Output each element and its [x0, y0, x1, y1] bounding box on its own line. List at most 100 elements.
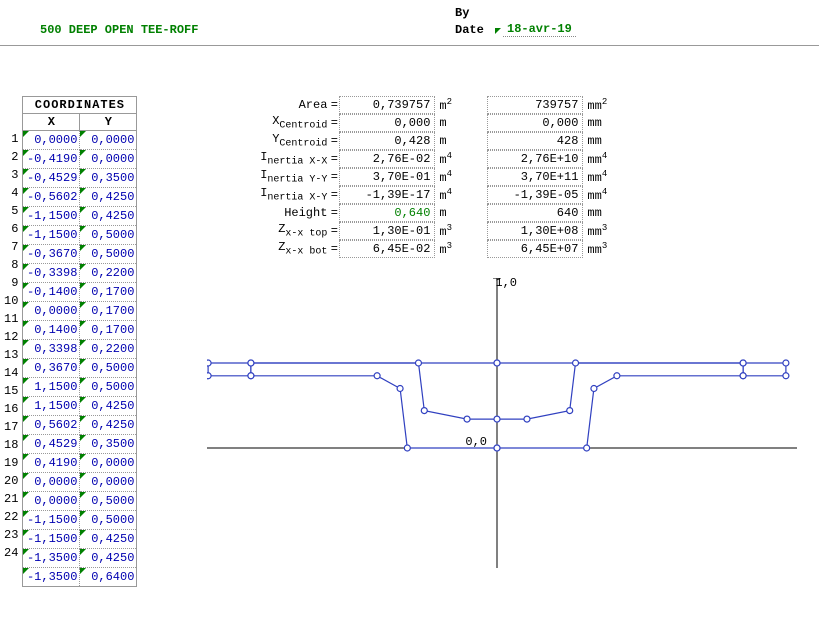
coord-cell[interactable]: 0,5000 — [80, 226, 137, 245]
cell-marker-icon — [23, 131, 29, 137]
coord-cell[interactable]: 0,5000 — [80, 359, 137, 378]
header: By 500 DEEP OPEN TEE-ROFF Date 18-avr-19 — [0, 0, 819, 46]
coord-cell[interactable]: 0,3500 — [80, 169, 137, 188]
table-row: 0,00000,0000 — [23, 131, 137, 150]
row-number: 19 — [4, 454, 18, 472]
cell-marker-icon — [80, 454, 86, 460]
cell-marker-icon — [80, 188, 86, 194]
property-value-m: 3,70E-01 — [339, 168, 435, 186]
row-number: 5 — [4, 202, 18, 220]
coord-cell[interactable]: -0,5602 — [23, 188, 80, 207]
date-value[interactable]: 18-avr-19 — [503, 22, 576, 37]
coord-cell[interactable]: 0,2200 — [80, 340, 137, 359]
coord-cell[interactable]: 0,1400 — [23, 321, 80, 340]
coord-cell[interactable]: 0,5602 — [23, 416, 80, 435]
cell-marker-icon — [23, 245, 29, 251]
property-label: Height — [207, 206, 329, 220]
coord-cell[interactable]: -1,1500 — [23, 530, 80, 549]
coord-cell[interactable]: 0,5000 — [80, 511, 137, 530]
cell-marker-icon — [23, 492, 29, 498]
coord-cell[interactable]: 0,4250 — [80, 397, 137, 416]
coord-cell[interactable]: 0,3398 — [23, 340, 80, 359]
cell-marker-icon — [23, 150, 29, 156]
coord-cell[interactable]: 0,4529 — [23, 435, 80, 454]
coord-cell[interactable]: 0,1700 — [80, 321, 137, 340]
coord-cell[interactable]: 0,4250 — [80, 416, 137, 435]
coord-cell[interactable]: 0,1700 — [80, 283, 137, 302]
coord-cell[interactable]: 0,4190 — [23, 454, 80, 473]
property-row: Inertia X-Y=-1,39E-17m4-1,39E-05mm4 — [207, 186, 797, 204]
coord-cell[interactable]: 0,5000 — [80, 378, 137, 397]
equals-sign: = — [329, 98, 339, 112]
property-value-mm: 2,76E+10 — [487, 150, 583, 168]
coord-cell[interactable]: 0,4250 — [80, 549, 137, 568]
coord-cell[interactable]: -0,3398 — [23, 264, 80, 283]
property-unit-m: m3 — [435, 223, 467, 239]
property-value-mm: 0,000 — [487, 114, 583, 132]
cell-marker-icon — [23, 511, 29, 517]
cell-marker-icon — [80, 378, 86, 384]
cell-marker-icon — [23, 378, 29, 384]
row-number: 11 — [4, 310, 18, 328]
equals-sign: = — [329, 224, 339, 238]
row-number: 13 — [4, 346, 18, 364]
coord-cell[interactable]: 0,0000 — [23, 302, 80, 321]
coord-cell[interactable]: 0,0000 — [23, 492, 80, 511]
coord-cell[interactable]: 1,1500 — [23, 397, 80, 416]
coord-cell[interactable]: 0,4250 — [80, 530, 137, 549]
property-unit-m: m4 — [435, 169, 467, 185]
cell-marker-icon — [23, 397, 29, 403]
coord-cell[interactable]: 0,4250 — [80, 207, 137, 226]
property-label: Inertia X-Y — [207, 186, 329, 203]
coord-cell[interactable]: 0,0000 — [80, 131, 137, 150]
property-row: Area=0,739757m2739757mm2 — [207, 96, 797, 114]
table-row: -1,15000,4250 — [23, 530, 137, 549]
coord-cell[interactable]: 0,2200 — [80, 264, 137, 283]
coord-cell[interactable]: 1,1500 — [23, 378, 80, 397]
property-unit-mm: mm3 — [583, 223, 615, 239]
property-row: YCentroid=0,428m428mm — [207, 132, 797, 150]
property-row: Inertia Y-Y=3,70E-01m43,70E+11mm4 — [207, 168, 797, 186]
coord-cell[interactable]: -1,3500 — [23, 549, 80, 568]
coord-cell[interactable]: 0,0000 — [23, 473, 80, 492]
property-unit-mm: mm3 — [583, 241, 615, 257]
cell-marker-icon — [23, 454, 29, 460]
cell-marker-icon — [80, 150, 86, 156]
row-number: 10 — [4, 292, 18, 310]
properties-panel: Area=0,739757m2739757mm2XCentroid=0,000m… — [207, 96, 797, 587]
cell-marker-icon — [80, 169, 86, 175]
row-number: 20 — [4, 472, 18, 490]
table-row: 1,15000,5000 — [23, 378, 137, 397]
row-number: 14 — [4, 364, 18, 382]
coord-cell[interactable]: -0,4190 — [23, 150, 80, 169]
coord-cell[interactable]: -0,3670 — [23, 245, 80, 264]
coord-cell[interactable]: 0,3500 — [80, 435, 137, 454]
cell-marker-icon — [80, 397, 86, 403]
equals-sign: = — [329, 206, 339, 220]
coord-cell[interactable]: 0,4250 — [80, 188, 137, 207]
coord-cell[interactable]: 0,0000 — [80, 454, 137, 473]
coord-cell[interactable]: -1,1500 — [23, 511, 80, 530]
coord-cell[interactable]: -1,1500 — [23, 207, 80, 226]
property-value-m: -1,39E-17 — [339, 186, 435, 204]
coord-cell[interactable]: -0,1400 — [23, 283, 80, 302]
cell-marker-icon — [80, 340, 86, 346]
coord-cell[interactable]: 0,5000 — [80, 245, 137, 264]
coord-cell[interactable]: -1,3500 — [23, 568, 80, 587]
cell-marker-icon — [80, 416, 86, 422]
coord-cell[interactable]: 0,6400 — [80, 568, 137, 587]
coord-cell[interactable]: 0,1700 — [80, 302, 137, 321]
coord-cell[interactable]: 0,0000 — [23, 131, 80, 150]
property-label: Area — [207, 98, 329, 112]
property-value-mm: 3,70E+11 — [487, 168, 583, 186]
cell-marker-icon — [80, 473, 86, 479]
coord-cell[interactable]: 0,5000 — [80, 492, 137, 511]
coord-cell[interactable]: 0,3670 — [23, 359, 80, 378]
coord-cell[interactable]: -0,4529 — [23, 169, 80, 188]
property-label: YCentroid — [207, 132, 329, 149]
property-label: Zx-x bot — [207, 240, 329, 257]
coord-cell[interactable]: 0,0000 — [80, 150, 137, 169]
coord-cell[interactable]: -1,1500 — [23, 226, 80, 245]
cell-marker-icon — [23, 568, 29, 574]
coord-cell[interactable]: 0,0000 — [80, 473, 137, 492]
